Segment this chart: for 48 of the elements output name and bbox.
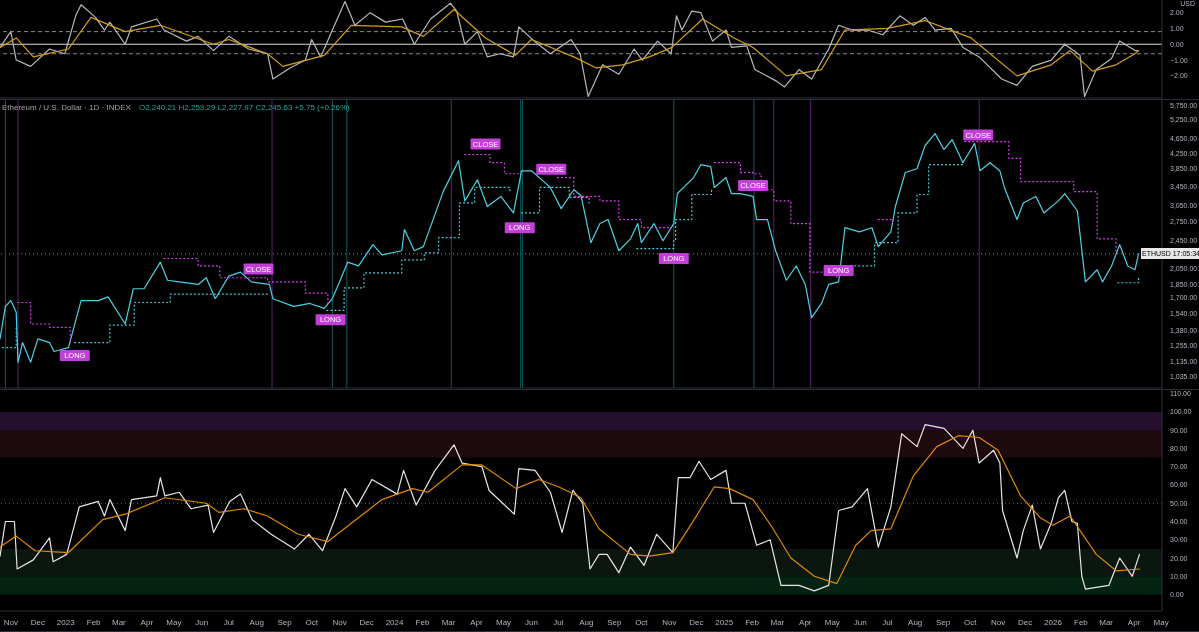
x-tick-label: Oct bbox=[635, 617, 649, 627]
x-tick-label: Feb bbox=[1074, 617, 1089, 627]
x-tick-label: Aug bbox=[908, 617, 923, 627]
x-tick-label: Apr bbox=[470, 617, 484, 627]
x-tick-label: Dec bbox=[1017, 617, 1033, 627]
x-tick-label: Nov bbox=[990, 617, 1006, 627]
x-tick-label: Oct bbox=[963, 617, 978, 627]
chart-subtitle: O2,240.21 H2,253.29 L2,227.97 C2,245.63 +5.75 (+0.26%) bbox=[138, 103, 350, 112]
x-tick-label: Sep bbox=[935, 617, 951, 627]
x-tick-label: Oct bbox=[305, 617, 319, 627]
x-tick-label: Aug bbox=[579, 617, 594, 627]
x-tick-label: Feb bbox=[415, 617, 430, 627]
x-tick-label: Nov bbox=[3, 617, 18, 627]
x-tick-label: Nov bbox=[662, 617, 677, 627]
line-series bbox=[0, 8, 1140, 77]
x-tick-label: Feb bbox=[745, 617, 760, 627]
x-tick-label: May bbox=[166, 617, 182, 627]
x-tick-label: 2024 bbox=[385, 617, 404, 627]
chart-title: Ethereum / U.S. Dollar · 1D · INDEX bbox=[2, 103, 131, 112]
x-tick-label: May bbox=[1153, 617, 1169, 627]
x-tick-label: Apr bbox=[799, 617, 812, 627]
x-tick-label: Mar bbox=[112, 617, 127, 627]
x-tick-label: Jun bbox=[525, 617, 538, 627]
x-tick-label: Nov bbox=[332, 617, 347, 627]
x-tick-label: 2025 bbox=[715, 617, 734, 627]
x-tick-label: Apr bbox=[140, 617, 154, 627]
x-tick-label: Mar bbox=[1099, 617, 1114, 627]
x-tick-label: Dec bbox=[30, 617, 45, 627]
x-tick-label: May bbox=[495, 617, 512, 627]
x-tick-label: 2026 bbox=[1044, 617, 1063, 627]
x-tick-label: May bbox=[824, 617, 840, 627]
x-tick-label: Jun bbox=[195, 617, 209, 627]
x-tick-label: Jul bbox=[223, 617, 235, 627]
x-tick-label: 2023 bbox=[56, 617, 76, 627]
x-tick-label: Apr bbox=[1127, 617, 1141, 627]
line-series bbox=[0, 0, 1140, 98]
x-tick-label: Dec bbox=[359, 617, 374, 627]
x-tick-label: Dec bbox=[689, 617, 704, 627]
x-tick-label: Mar bbox=[441, 617, 456, 627]
x-tick-label: Jun bbox=[853, 617, 867, 627]
x-tick-label: Jul bbox=[882, 617, 893, 627]
x-tick-label: Mar bbox=[770, 617, 785, 627]
x-tick-label: Feb bbox=[86, 617, 102, 627]
line-series bbox=[0, 132, 1140, 363]
x-tick-label: Sep bbox=[277, 617, 293, 627]
x-tick-label: Sep bbox=[607, 617, 622, 627]
x-tick-label: Jul bbox=[553, 617, 564, 627]
x-tick-label: Aug bbox=[249, 617, 264, 627]
